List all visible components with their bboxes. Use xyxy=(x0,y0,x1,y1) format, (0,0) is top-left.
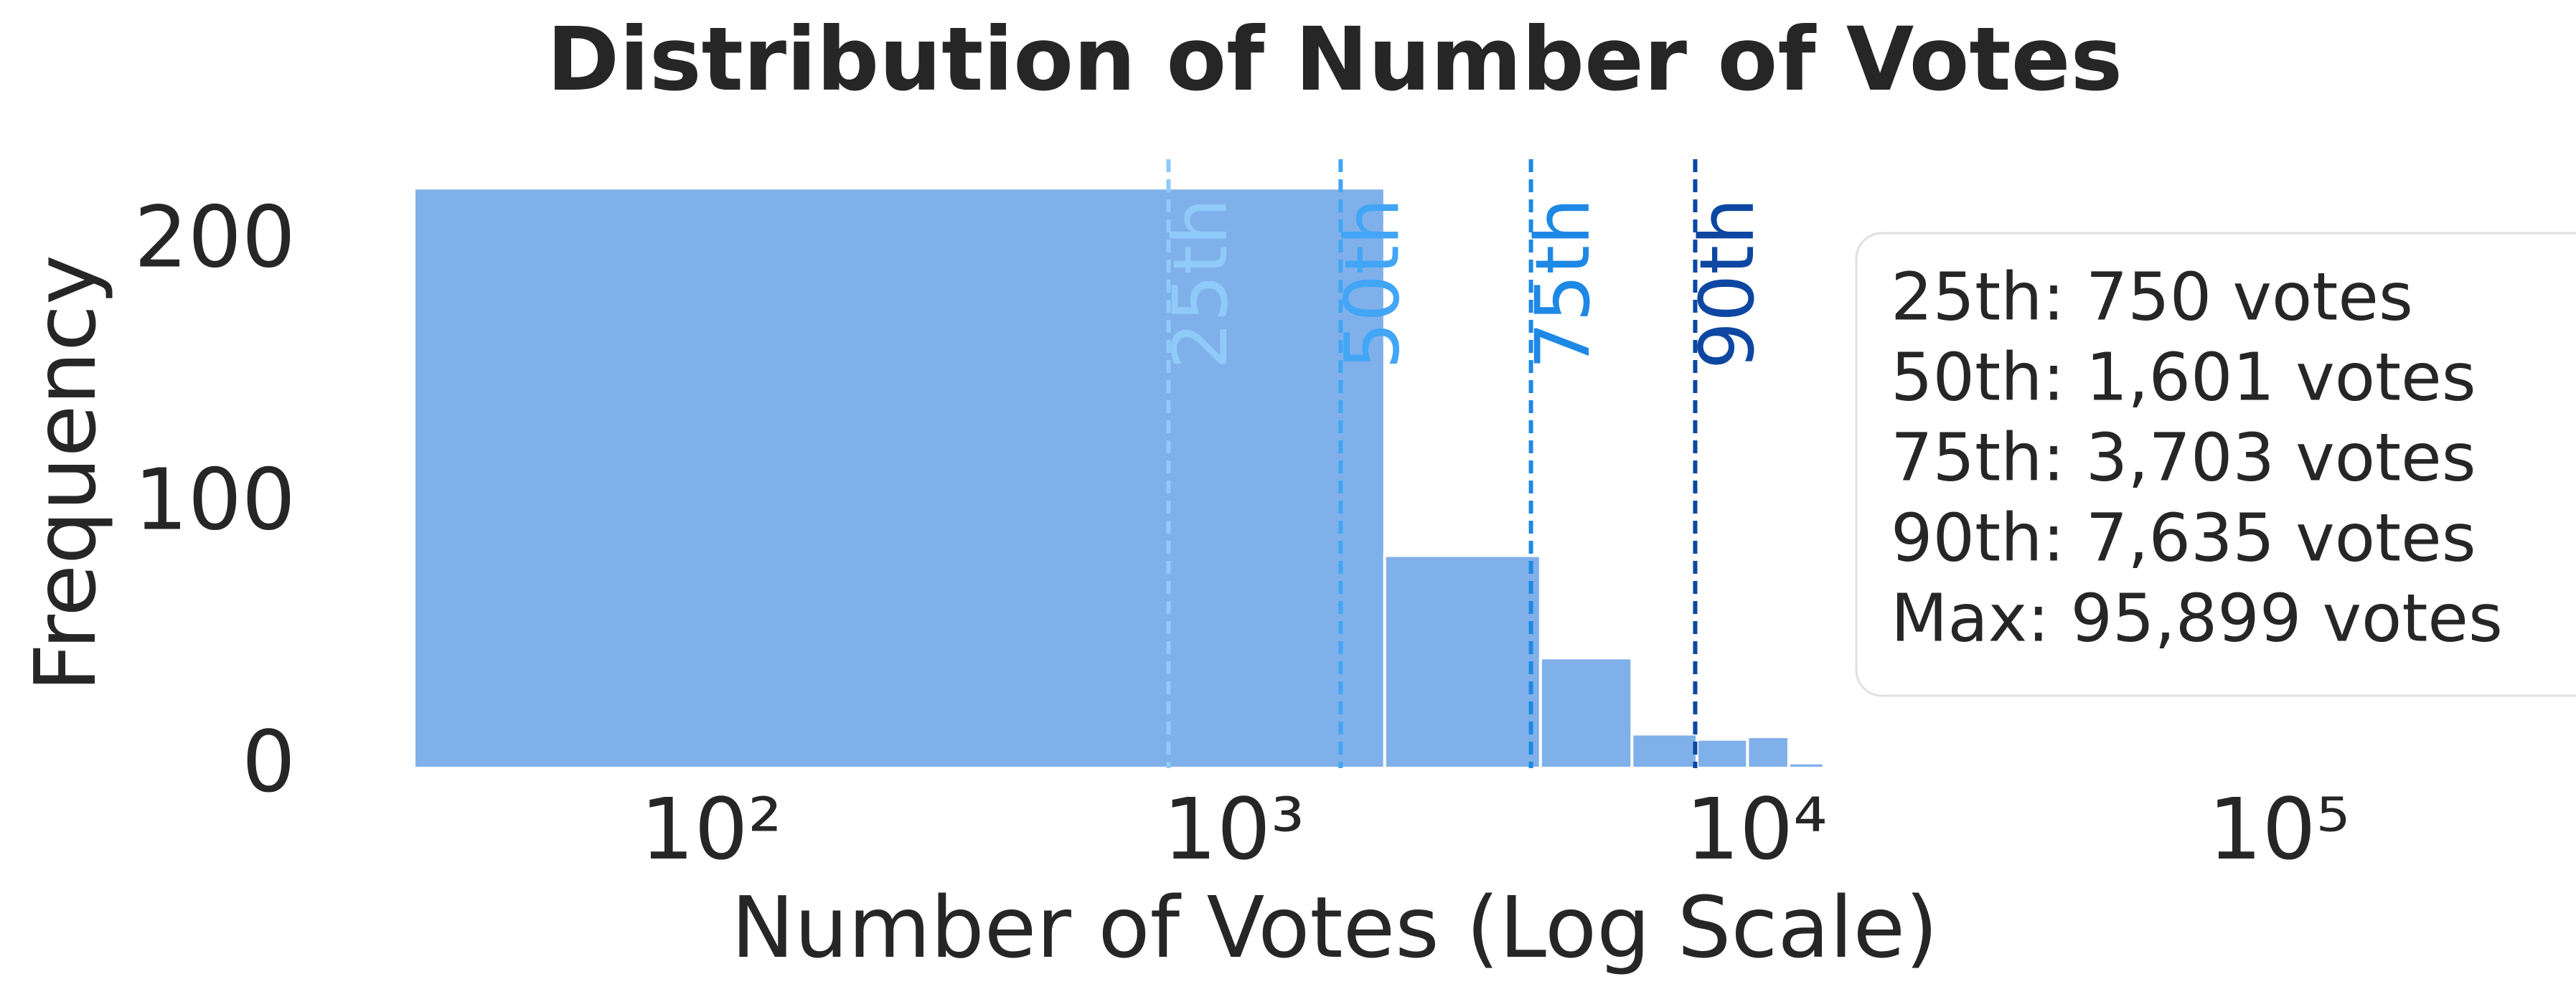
y-tick-label: 0 xyxy=(242,712,296,811)
percentile-label: 25th xyxy=(1157,198,1244,369)
legend-box xyxy=(1855,232,2576,697)
bar xyxy=(2263,764,2271,770)
bar xyxy=(1383,554,1542,770)
bar xyxy=(1746,735,1790,770)
legend-text: 75th: 3,703 votes xyxy=(1891,419,2476,496)
x-axis-label: Number of Votes (Log Scale) xyxy=(731,878,1938,977)
x-tick-label: 10² xyxy=(640,780,781,879)
percentile-label: 50th xyxy=(1329,198,1416,369)
legend-text: 50th: 1,601 votes xyxy=(1891,339,2476,415)
legend-text: 90th: 7,635 votes xyxy=(1891,499,2476,576)
x-tick-label: 10⁵ xyxy=(2208,780,2349,879)
y-tick-label: 200 xyxy=(134,187,296,286)
x-tick-label: 10⁴ xyxy=(1686,780,1827,879)
bar xyxy=(1696,737,1749,770)
bar xyxy=(1630,732,1699,770)
percentile-label: 75th xyxy=(1519,198,1607,369)
bar xyxy=(1787,761,1825,770)
percentile-label: 90th xyxy=(1683,198,1771,369)
legend-text: Max: 95,899 votes xyxy=(1891,580,2503,656)
x-tick-label: 10³ xyxy=(1163,780,1305,879)
bar xyxy=(413,186,1386,770)
legend-text: 25th: 750 votes xyxy=(1891,258,2413,335)
chart-title: Distribution of Number of Votes xyxy=(547,9,2123,110)
y-tick-label: 100 xyxy=(134,450,296,549)
bar xyxy=(1538,656,1634,770)
y-axis-label: Frequency xyxy=(16,255,115,692)
